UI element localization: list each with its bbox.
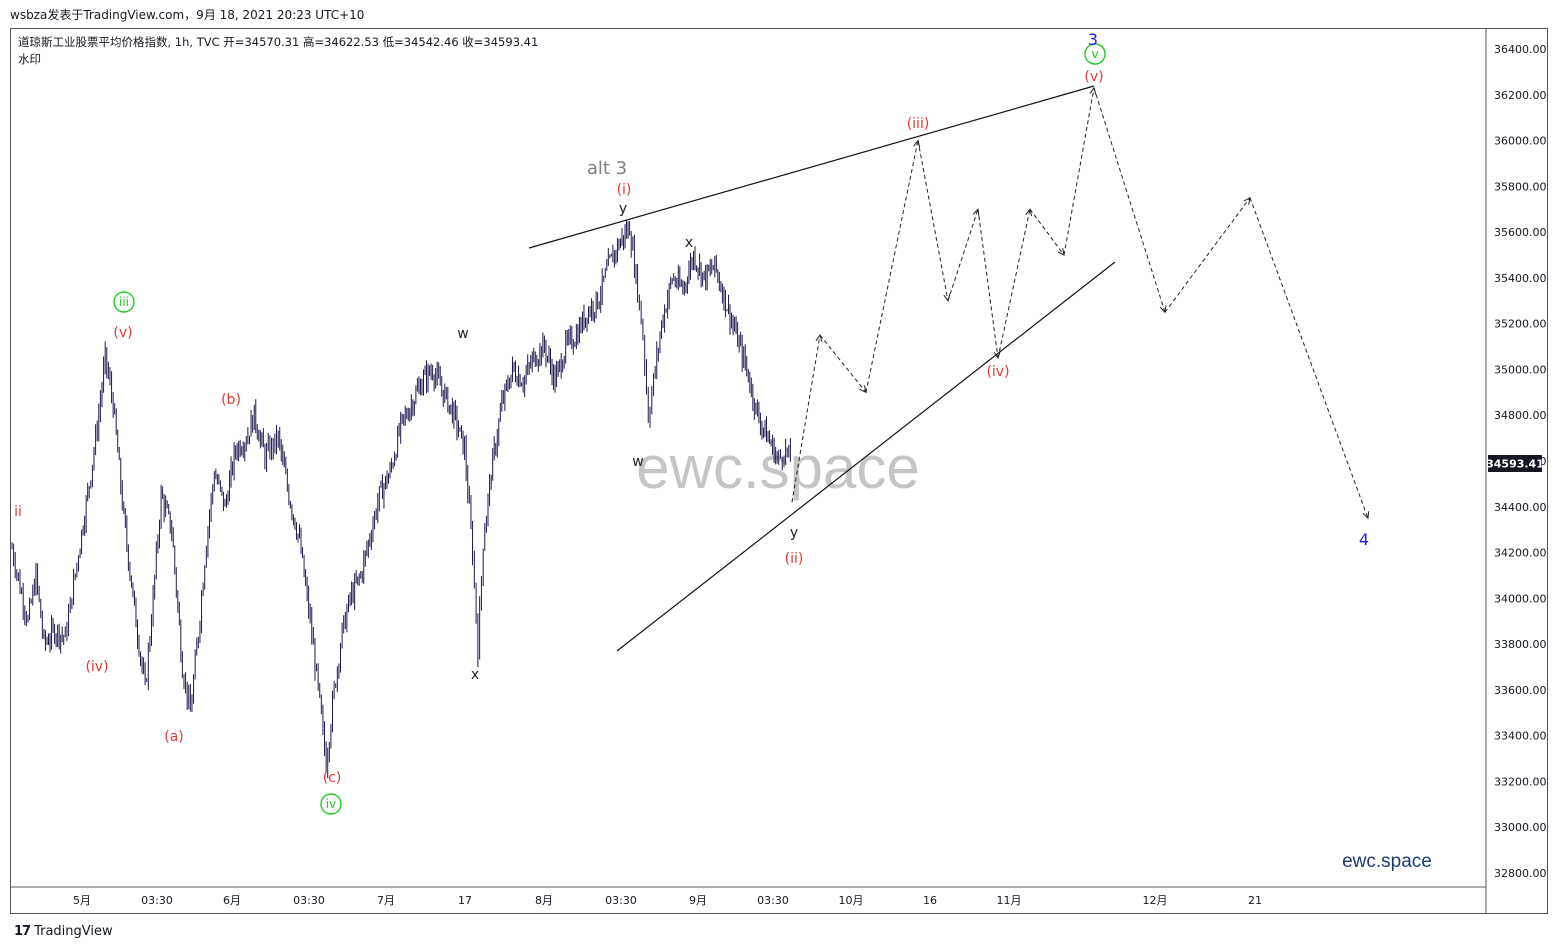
chart-frame bbox=[10, 28, 1548, 914]
price-tick-label: 36200.00 bbox=[1494, 89, 1547, 102]
time-tick-label: 21 bbox=[1248, 894, 1262, 907]
projection-arrowhead bbox=[1243, 196, 1251, 205]
wave-label: y bbox=[619, 201, 627, 217]
footer: 17 TradingView bbox=[14, 924, 113, 939]
wave-label: x bbox=[471, 667, 479, 683]
price-tick-label: 33200.00 bbox=[1494, 775, 1547, 788]
time-tick-label: 03:30 bbox=[757, 894, 789, 907]
time-tick-label: 16 bbox=[923, 894, 937, 907]
projection-segment bbox=[977, 209, 999, 359]
wave-label: alt 3 bbox=[587, 158, 627, 179]
watermark-center: ewc.space bbox=[636, 434, 919, 501]
time-tick-label: 8月 bbox=[535, 894, 553, 907]
time-tick-label: 11月 bbox=[997, 894, 1022, 907]
wave-label: (i) bbox=[617, 182, 632, 198]
time-tick-label: 5月 bbox=[73, 894, 91, 907]
wave-label: x bbox=[685, 235, 693, 251]
wave-label: iii bbox=[119, 295, 129, 309]
wave-label: ii bbox=[14, 504, 22, 520]
wave-label: (v) bbox=[1084, 69, 1103, 85]
projection-segment bbox=[819, 334, 867, 393]
projection-segment bbox=[1249, 197, 1369, 519]
price-tick-label: 35200.00 bbox=[1494, 318, 1547, 331]
price-tick-label: 36000.00 bbox=[1494, 135, 1547, 148]
wave-label: iv bbox=[326, 797, 336, 811]
projected-path bbox=[791, 86, 1370, 520]
price-tick-label: 34200.00 bbox=[1494, 547, 1547, 560]
wave-label: (c) bbox=[323, 770, 342, 786]
time-tick-label: 7月 bbox=[377, 894, 395, 907]
price-series bbox=[11, 220, 791, 779]
tradingview-brand: TradingView bbox=[34, 924, 113, 939]
price-tick-label: 33000.00 bbox=[1494, 821, 1547, 834]
projection-segment bbox=[947, 209, 979, 301]
symbol-legend[interactable]: 道琼斯工业股票平均价格指数, 1h, TVC 开=34570.31 高=3462… bbox=[18, 35, 539, 49]
price-tick-label: 33600.00 bbox=[1494, 684, 1547, 697]
price-tick-label: 36400.00 bbox=[1494, 43, 1547, 56]
projection-segment bbox=[1093, 87, 1166, 313]
projection-segment bbox=[917, 140, 949, 301]
wave-label: (iv) bbox=[986, 364, 1009, 380]
wave-label: w bbox=[632, 454, 643, 470]
price-tick-label: 34400.00 bbox=[1494, 501, 1547, 514]
wave-label: (a) bbox=[164, 729, 184, 745]
projection-segment bbox=[997, 209, 1031, 359]
wave-label: y bbox=[790, 525, 798, 541]
price-tick-label: 33800.00 bbox=[1494, 638, 1547, 651]
projection-segment bbox=[865, 140, 919, 393]
wave-label: (iv) bbox=[85, 659, 108, 675]
price-tick-label: 35600.00 bbox=[1494, 226, 1547, 239]
watermark-corner: ewc.space bbox=[1342, 851, 1432, 872]
wave-label: (b) bbox=[221, 392, 241, 408]
time-axis[interactable]: 5月 03:30 6月 03:30 7月 17 8月 03:30 9月 03:30 10月 16 11月… bbox=[73, 894, 1262, 907]
time-tick-label: 03:30 bbox=[141, 894, 173, 907]
wave-circle bbox=[1084, 43, 1106, 65]
projection-arrowhead bbox=[1159, 305, 1167, 314]
time-tick-label: 6月 bbox=[223, 894, 241, 907]
price-tick-label: 33400.00 bbox=[1494, 730, 1547, 743]
wave-label: 3 bbox=[1088, 30, 1098, 49]
price-tick-label: 35000.00 bbox=[1494, 363, 1547, 376]
price-tick-label: 32800.00 bbox=[1494, 867, 1547, 880]
publisher-line: wsbza发表于TradingView.com，9月 18, 2021 20:2… bbox=[10, 8, 365, 22]
wave-label: (v) bbox=[113, 325, 132, 341]
projection-segment bbox=[791, 335, 821, 503]
price-tick-label: 34800.00 bbox=[1494, 409, 1547, 422]
time-tick-label: 12月 bbox=[1143, 894, 1168, 907]
price-tick-label: 35400.00 bbox=[1494, 272, 1547, 285]
time-tick-label: 9月 bbox=[689, 894, 707, 907]
time-tick-label: 03:30 bbox=[605, 894, 637, 907]
projection-segment bbox=[1029, 208, 1065, 256]
projection-segment bbox=[1063, 87, 1095, 256]
wave-label: 4 bbox=[1359, 530, 1369, 549]
wave-label: v bbox=[1091, 47, 1098, 61]
tradingview-logo-icon: 17 bbox=[14, 924, 31, 939]
wave-label: w bbox=[457, 326, 468, 342]
price-tick-label: 35800.00 bbox=[1494, 180, 1547, 193]
last-price-text: 34593.41 bbox=[1486, 458, 1544, 471]
price-tick-label: 34000.00 bbox=[1494, 592, 1547, 605]
time-tick-label: 17 bbox=[458, 894, 472, 907]
time-tick-label: 10月 bbox=[839, 894, 864, 907]
projection-segment bbox=[1164, 197, 1251, 313]
last-price-badge bbox=[1488, 455, 1542, 472]
watermark-legend[interactable]: 水印 bbox=[18, 52, 41, 66]
projection-arrowhead bbox=[1362, 511, 1370, 520]
wave-circle bbox=[113, 291, 135, 313]
wave-circle bbox=[320, 793, 342, 815]
wave-label: (ii) bbox=[785, 551, 804, 567]
wave-label: (iii) bbox=[907, 116, 930, 132]
channel-lower-line bbox=[616, 261, 1116, 652]
time-tick-label: 03:30 bbox=[293, 894, 325, 907]
channel-upper-line bbox=[528, 85, 1095, 249]
